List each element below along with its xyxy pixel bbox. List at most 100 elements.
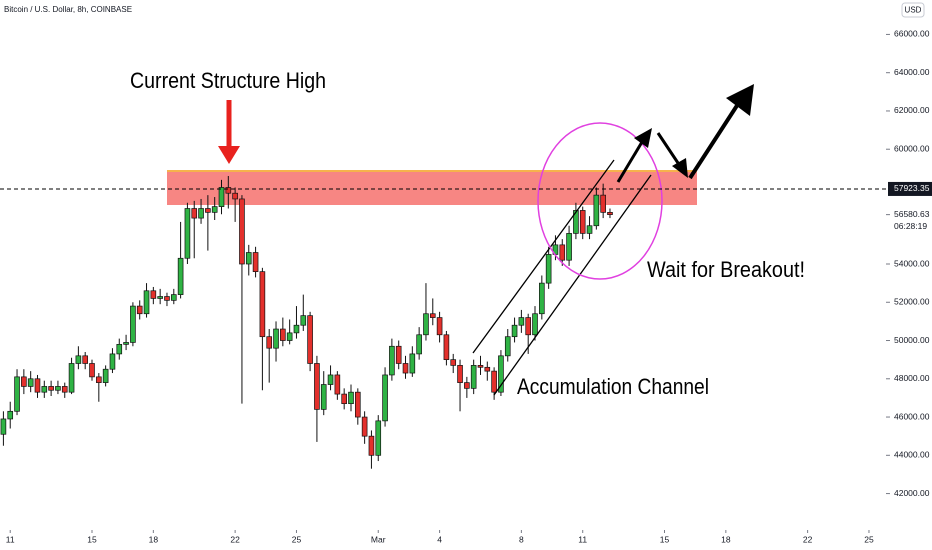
x-tick-label: 25 <box>292 534 302 544</box>
candle-body <box>130 305 136 343</box>
candle-body <box>429 313 436 318</box>
annotation: Accumulation Channel <box>517 374 709 399</box>
candle-body <box>21 376 27 387</box>
candle-body <box>300 315 307 326</box>
arrow-down-head <box>672 158 688 178</box>
candle-body <box>48 386 54 391</box>
candle-body <box>477 365 484 368</box>
candle-body <box>82 355 88 364</box>
candle-body <box>150 290 157 299</box>
candle-body <box>518 317 525 326</box>
candles <box>0 176 613 469</box>
candle-body <box>409 353 416 374</box>
candle-body <box>395 345 402 364</box>
candle-body <box>402 363 409 374</box>
candle-body <box>348 391 354 405</box>
arrow-up-1 <box>616 141 644 183</box>
candle-body <box>184 208 191 259</box>
candle-body <box>368 435 375 456</box>
highlight-circle <box>537 122 663 280</box>
candle-body <box>450 359 457 366</box>
candle-body <box>579 210 586 234</box>
candle-body <box>416 334 422 355</box>
candle-body <box>239 198 245 265</box>
candle-body <box>443 334 450 361</box>
candle-body <box>157 296 163 299</box>
candle-body <box>375 420 382 456</box>
candle-body <box>116 343 123 355</box>
candle-body <box>470 365 477 389</box>
candle-body <box>559 244 566 261</box>
price-line-label: 57923.35 <box>894 183 930 193</box>
y-tick-label: 42000.00 <box>894 488 930 498</box>
candle-body <box>273 328 279 349</box>
arrow-up-1-head <box>634 128 652 148</box>
arrow-up-2 <box>688 102 740 180</box>
x-tick-label: 22 <box>230 534 240 544</box>
candle-body <box>34 378 41 393</box>
x-tick-label: Mar <box>371 534 386 544</box>
currency-box[interactable] <box>901 2 925 18</box>
x-tick-label: 25 <box>864 534 874 544</box>
candle-body <box>27 378 34 387</box>
candle-body <box>389 345 395 376</box>
candle-body <box>259 271 266 338</box>
y-tick-label: 44000.00 <box>894 450 930 460</box>
candle-body <box>0 418 7 435</box>
candle-body <box>600 194 606 213</box>
channel-lower <box>493 174 652 396</box>
y-tick-label: 46000.00 <box>894 411 930 421</box>
candle-body <box>252 252 259 273</box>
candle-body <box>607 211 613 215</box>
candle-body <box>532 313 538 336</box>
y-tick-label: 64000.00 <box>894 67 930 77</box>
candle-body <box>286 332 293 341</box>
candle-body <box>191 208 198 219</box>
currency[interactable]: USD <box>905 6 922 15</box>
candle-body <box>320 384 327 410</box>
candle-body <box>7 410 14 420</box>
candle-body <box>457 365 463 383</box>
x-tick-label: 11 <box>6 534 15 544</box>
candle-body <box>525 317 531 336</box>
channel-upper <box>472 159 615 354</box>
candle-body <box>41 386 48 393</box>
red-arrow-head <box>218 146 240 164</box>
x-tick-label: 4 <box>437 534 442 544</box>
candle-body <box>218 187 225 207</box>
candle-body <box>136 305 143 315</box>
candle-body <box>539 282 545 315</box>
chart-title: Bitcoin / U.S. Dollar, 8h, COINBASE <box>4 5 132 14</box>
candle-body <box>245 252 252 265</box>
countdown: 06:28:19 <box>894 221 927 231</box>
candle-body <box>436 317 443 336</box>
candle-body <box>545 254 552 284</box>
candle-body <box>55 386 61 391</box>
y-tick-label: 62000.00 <box>894 105 930 115</box>
candle-body <box>586 225 593 234</box>
candle-body <box>164 296 170 301</box>
arrow-up-2-head <box>726 84 754 116</box>
candle-body <box>170 294 177 301</box>
candle-body <box>334 374 341 395</box>
candle-body <box>293 324 300 334</box>
candle-body <box>225 187 232 194</box>
candle-body <box>504 336 511 357</box>
x-tick-label: 15 <box>87 534 97 544</box>
candle-body <box>314 363 320 410</box>
candle-body <box>355 391 361 418</box>
y-tick-label: 48000.00 <box>894 373 930 383</box>
candle-body <box>211 206 218 213</box>
candle-body <box>96 376 102 383</box>
candle-body <box>566 233 572 261</box>
y-tick-label: 66000.00 <box>894 29 930 39</box>
candle-body <box>266 336 273 349</box>
candle-body <box>341 393 347 405</box>
candle-body <box>484 366 491 372</box>
price-line-box <box>888 181 932 196</box>
candle-body <box>177 257 184 295</box>
y-tick-label: 54000.00 <box>894 258 930 268</box>
x-tick-label: 18 <box>721 534 731 544</box>
candle-body <box>280 328 286 341</box>
